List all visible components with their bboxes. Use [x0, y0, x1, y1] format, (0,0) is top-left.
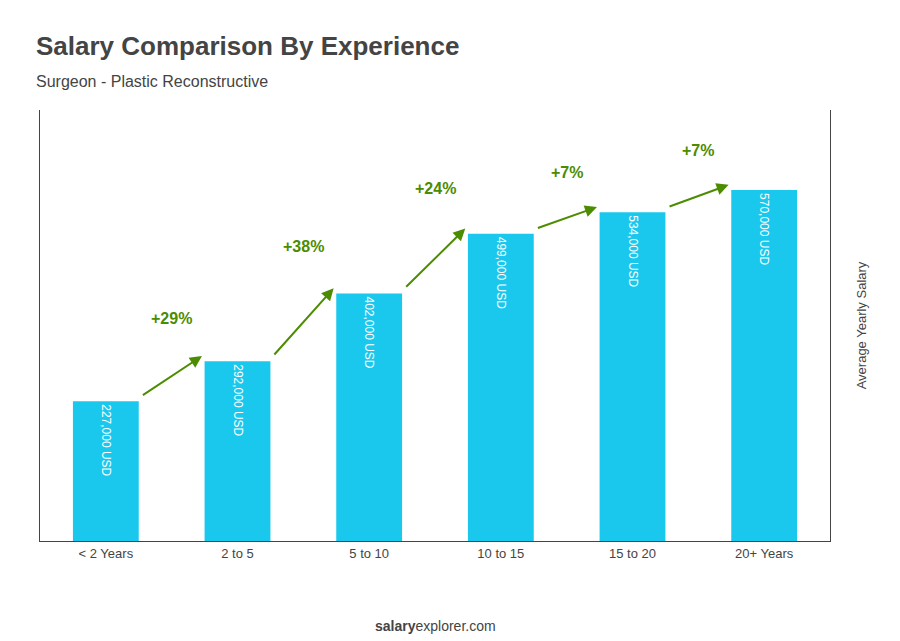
svg-text:402,000 USD: 402,000 USD: [362, 296, 376, 368]
svg-text:+38%: +38%: [283, 238, 324, 255]
svg-text:570,000 USD: 570,000 USD: [757, 193, 771, 265]
svg-text:20+ Years: 20+ Years: [735, 546, 794, 561]
svg-text:292,000 USD: 292,000 USD: [231, 364, 245, 436]
svg-text:10 to 15: 10 to 15: [477, 546, 524, 561]
svg-text:2 to 5: 2 to 5: [221, 546, 254, 561]
svg-text:Salary Comparison By Experienc: Salary Comparison By Experience: [36, 31, 459, 61]
svg-text:227,000 USD: 227,000 USD: [99, 404, 113, 476]
svg-text:+7%: +7%: [551, 164, 583, 181]
svg-text:+29%: +29%: [151, 310, 192, 327]
svg-text:+24%: +24%: [415, 180, 456, 197]
svg-text:499,000 USD: 499,000 USD: [494, 237, 508, 309]
svg-text:15 to 20: 15 to 20: [609, 546, 656, 561]
svg-text:534,000 USD: 534,000 USD: [626, 215, 640, 287]
svg-text:< 2 Years: < 2 Years: [79, 546, 134, 561]
svg-text:Average Yearly Salary: Average Yearly Salary: [854, 261, 869, 389]
svg-text:+7%: +7%: [682, 142, 714, 159]
svg-text:5 to 10: 5 to 10: [349, 546, 389, 561]
svg-text:Surgeon - Plastic Reconstructi: Surgeon - Plastic Reconstructive: [36, 73, 268, 90]
svg-text:salaryexplorer.com: salaryexplorer.com: [375, 618, 496, 634]
